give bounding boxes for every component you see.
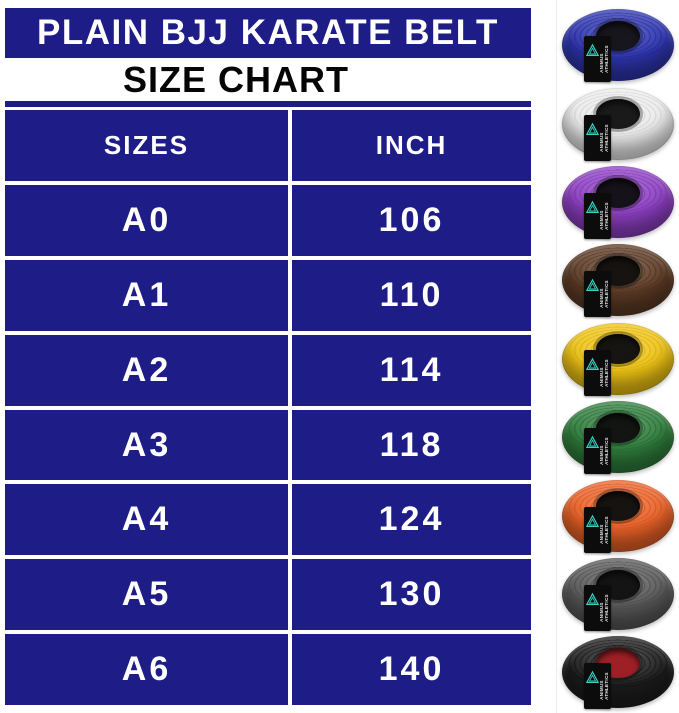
brand-strap: ANIMUS ATHLETICS <box>584 36 611 83</box>
brand-strap: ANIMUS ATHLETICS <box>584 584 611 631</box>
brand-label: ANIMUS ATHLETICS <box>599 123 609 152</box>
table-header-inch: INCH <box>292 110 531 181</box>
title-banner: PLAIN BJJ KARATE BELT <box>5 8 531 58</box>
brand-label: ANIMUS ATHLETICS <box>599 594 609 622</box>
brand-triangle-icon <box>585 357 600 370</box>
table-top-border <box>5 101 531 107</box>
brand-label: ANIMUS ATHLETICS <box>599 515 609 544</box>
brand-triangle-icon <box>585 200 600 213</box>
brand-strap: ANIMUS ATHLETICS <box>584 663 611 710</box>
yellow-belt-roll: ANIMUS ATHLETICS <box>562 322 674 396</box>
black-belt-roll: ANIMUS ATHLETICS <box>562 636 674 710</box>
size-cell: A5 <box>5 559 288 631</box>
inch-cell: 106 <box>292 184 531 256</box>
brand-triangle-icon <box>585 514 600 527</box>
brand-triangle-icon <box>585 435 600 449</box>
inch-cell: 114 <box>292 334 531 406</box>
size-cell: A0 <box>5 184 288 256</box>
size-table: SIZES INCH A0 106 A1 110 A2 114 A3 118 A4 124 A5 130 A… <box>5 110 531 706</box>
brand-triangle-icon <box>585 122 600 135</box>
inch-cell: 118 <box>292 409 531 481</box>
orange-belt: ANIMUS ATHLETICS <box>557 476 679 554</box>
white-belt: ANIMUS ATHLETICS <box>557 84 679 162</box>
brand-triangle-icon <box>585 670 600 684</box>
brand-strap: ANIMUS ATHLETICS <box>584 506 611 553</box>
brand-strap: ANIMUS ATHLETICS <box>584 192 611 239</box>
yellow-belt: ANIMUS ATHLETICS <box>557 320 679 398</box>
brand-strap: ANIMUS ATHLETICS <box>584 349 611 396</box>
size-cell: A6 <box>5 634 288 706</box>
blue-belt: ANIMUS ATHLETICS <box>557 6 679 84</box>
size-cell: A4 <box>5 484 288 556</box>
brand-label: ANIMUS ATHLETICS <box>599 358 609 387</box>
brand-label: ANIMUS ATHLETICS <box>599 280 609 309</box>
inch-cell: 124 <box>292 484 531 556</box>
brand-triangle-icon <box>585 43 600 57</box>
orange-belt-roll: ANIMUS ATHLETICS <box>562 479 674 553</box>
inch-cell: 110 <box>292 259 531 331</box>
purple-belt-roll: ANIMUS ATHLETICS <box>562 165 674 239</box>
purple-belt: ANIMUS ATHLETICS <box>557 163 679 241</box>
brand-strap: ANIMUS ATHLETICS <box>584 428 611 475</box>
brand-triangle-icon <box>585 592 600 605</box>
size-cell: A3 <box>5 409 288 481</box>
size-cell: A1 <box>5 259 288 331</box>
subtitle: SIZE CHART <box>123 58 349 100</box>
blue-belt-roll: ANIMUS ATHLETICS <box>562 9 674 83</box>
gray-belt: ANIMUS ATHLETICS <box>557 555 679 633</box>
brand-label: ANIMUS ATHLETICS <box>599 437 609 465</box>
brand-label: ANIMUS ATHLETICS <box>599 45 609 73</box>
black-belt: ANIMUS ATHLETICS <box>557 633 679 711</box>
chart-area: PLAIN BJJ KARATE BELT SIZE CHART SIZES IN… <box>5 8 531 706</box>
belt-column: ANIMUS ATHLETICS ANIMUS ATHLETICS ANIMUS A… <box>556 0 679 713</box>
brand-triangle-icon <box>585 278 600 292</box>
subtitle-row: SIZE CHART <box>5 58 531 101</box>
inch-cell: 140 <box>292 634 531 706</box>
table-header-sizes: SIZES <box>5 110 288 181</box>
brown-belt-roll: ANIMUS ATHLETICS <box>562 244 674 318</box>
white-belt-roll: ANIMUS ATHLETICS <box>562 87 674 161</box>
inch-cell: 130 <box>292 559 531 631</box>
page-title: PLAIN BJJ KARATE BELT <box>37 13 499 52</box>
gray-belt-roll: ANIMUS ATHLETICS <box>562 557 674 631</box>
green-belt: ANIMUS ATHLETICS <box>557 398 679 476</box>
size-cell: A2 <box>5 334 288 406</box>
brand-label: ANIMUS ATHLETICS <box>599 202 609 230</box>
brand-label: ANIMUS ATHLETICS <box>599 672 609 701</box>
brand-strap: ANIMUS ATHLETICS <box>584 271 611 318</box>
green-belt-roll: ANIMUS ATHLETICS <box>562 401 674 475</box>
brown-belt: ANIMUS ATHLETICS <box>557 241 679 319</box>
brand-strap: ANIMUS ATHLETICS <box>584 114 611 161</box>
